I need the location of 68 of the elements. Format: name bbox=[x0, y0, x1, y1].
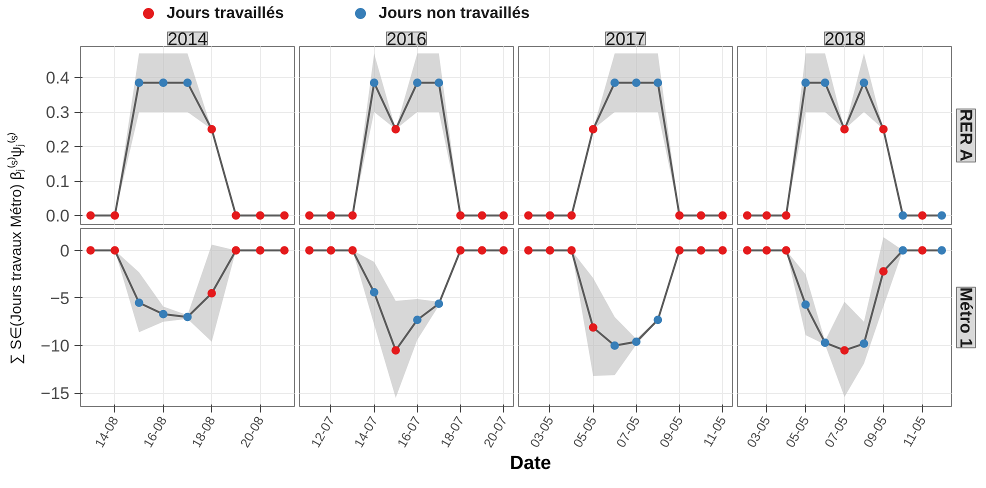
y-tick-label: −15 bbox=[40, 384, 70, 404]
point bbox=[632, 338, 641, 346]
y-tick-label: 0.4 bbox=[46, 68, 70, 88]
y-tick-label: −10 bbox=[40, 336, 70, 356]
point bbox=[782, 246, 790, 255]
point bbox=[938, 246, 946, 255]
y2-axis-title: Métro 1 bbox=[956, 287, 976, 348]
x-axis-title: Date bbox=[510, 453, 552, 474]
point bbox=[567, 246, 576, 255]
chart-title: 2016 bbox=[386, 29, 427, 49]
point bbox=[413, 316, 422, 324]
y-axis-title: ∑ S∈(Jours travaux Métro) βⱼ⁽ˢ⁾ψⱼ⁽ˢ⁾ bbox=[7, 132, 25, 365]
point bbox=[370, 288, 378, 297]
point bbox=[456, 246, 465, 255]
legend-label: Jours non travaillés bbox=[378, 5, 530, 22]
point bbox=[207, 288, 216, 298]
point bbox=[898, 246, 908, 255]
point bbox=[183, 78, 192, 87]
point bbox=[801, 300, 810, 309]
point bbox=[391, 346, 400, 355]
point bbox=[256, 246, 264, 255]
y-tick-label: 0.1 bbox=[46, 172, 70, 192]
point bbox=[718, 246, 727, 255]
chart-title: 2017 bbox=[605, 29, 646, 49]
point bbox=[879, 267, 888, 276]
point bbox=[110, 211, 120, 220]
point bbox=[546, 246, 554, 255]
y-tick-label: 0.0 bbox=[46, 206, 70, 226]
point bbox=[348, 246, 357, 255]
point bbox=[232, 211, 240, 220]
point bbox=[610, 341, 619, 350]
point bbox=[434, 299, 444, 308]
point bbox=[840, 346, 849, 355]
point bbox=[280, 211, 289, 220]
point bbox=[305, 246, 314, 255]
point bbox=[742, 246, 752, 255]
point bbox=[696, 246, 706, 255]
point bbox=[326, 246, 336, 255]
point bbox=[159, 310, 168, 318]
point bbox=[183, 312, 192, 322]
point bbox=[478, 246, 486, 255]
y-tick-label: 0 bbox=[60, 241, 70, 260]
point bbox=[232, 246, 240, 255]
point bbox=[820, 338, 830, 347]
point bbox=[918, 246, 927, 255]
point bbox=[86, 246, 95, 255]
point bbox=[86, 211, 95, 220]
point bbox=[654, 316, 662, 324]
y-tick-label: −5 bbox=[50, 288, 70, 308]
point bbox=[110, 246, 120, 255]
point bbox=[134, 298, 144, 307]
point bbox=[207, 125, 216, 134]
chart-title: 2018 bbox=[824, 29, 865, 49]
y2-axis-title: RER A bbox=[956, 109, 976, 162]
point bbox=[860, 339, 868, 348]
point bbox=[256, 211, 264, 220]
point bbox=[762, 246, 771, 255]
point bbox=[134, 78, 144, 87]
point bbox=[499, 246, 508, 255]
point bbox=[280, 246, 289, 255]
y-tick-label: 0.2 bbox=[46, 138, 70, 157]
legend-label: Jours travaillés bbox=[166, 5, 284, 22]
y-tick-label: 0.3 bbox=[46, 103, 70, 122]
chart-title: 2014 bbox=[167, 29, 208, 49]
point bbox=[524, 246, 533, 255]
point bbox=[588, 323, 598, 332]
point bbox=[159, 78, 168, 87]
point bbox=[675, 246, 684, 255]
